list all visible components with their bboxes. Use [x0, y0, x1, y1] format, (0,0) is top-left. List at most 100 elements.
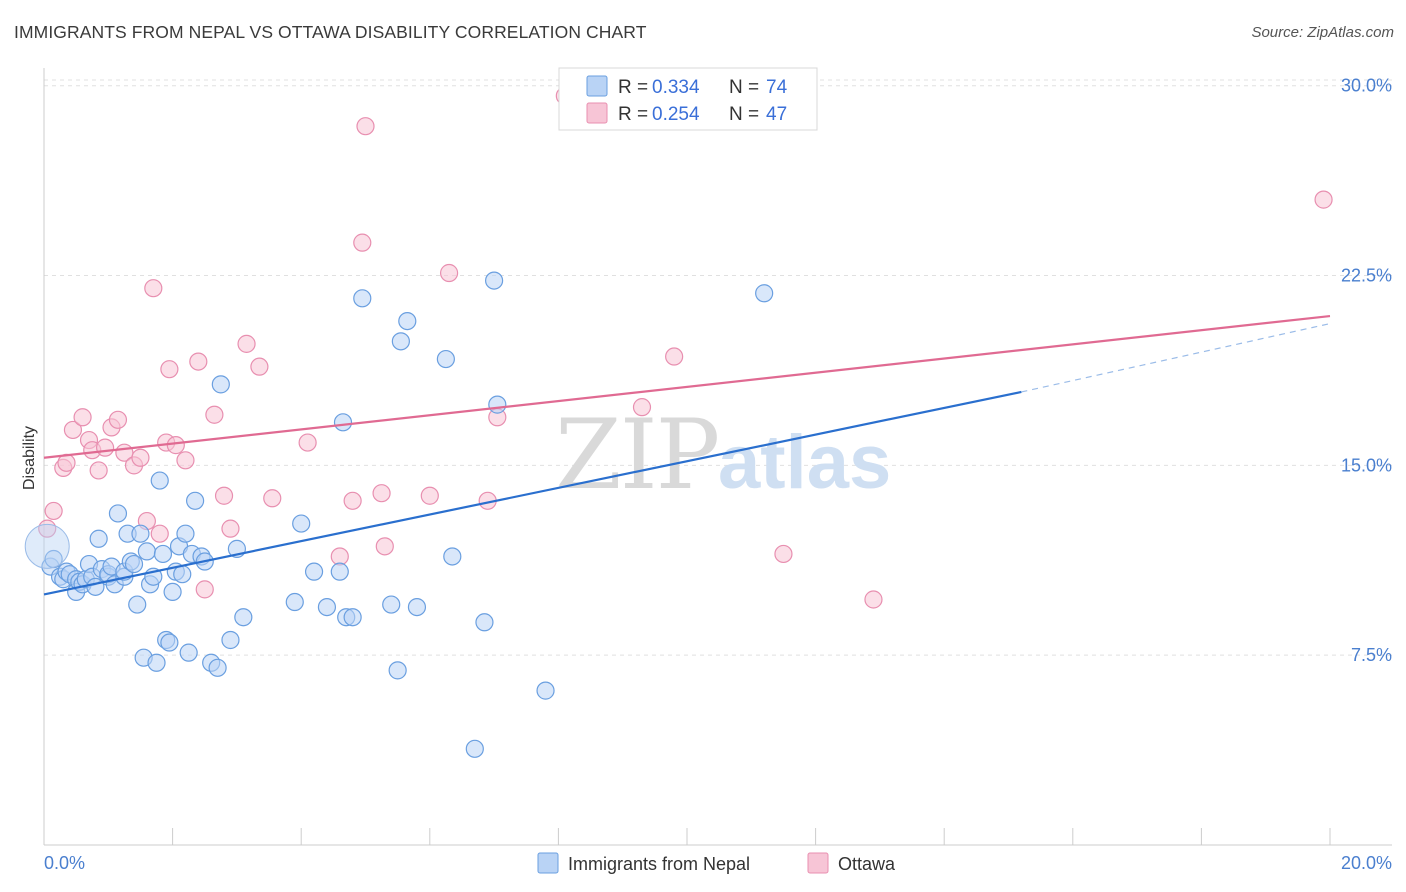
legend-swatch-blue: [586, 75, 608, 97]
x-tick-label-min: 0.0%: [44, 853, 85, 873]
watermark-atlas: atlas: [718, 420, 891, 505]
ottawa-point: [665, 347, 684, 366]
watermark: ZIP atlas: [555, 399, 891, 511]
nepal-point: [436, 349, 455, 369]
bottom-legend-swatch-pink: [807, 852, 829, 874]
nepal-point: [475, 613, 494, 632]
ottawa-point: [1314, 190, 1333, 209]
chart-source: Source: ZipAtlas.com: [1251, 24, 1394, 41]
ottawa-point: [250, 357, 269, 376]
ottawa-point: [221, 519, 240, 538]
ottawa-point: [108, 410, 128, 429]
ottawa-point: [189, 352, 208, 371]
grid-lines: [44, 79, 1392, 656]
nepal-point: [304, 562, 324, 581]
bottom-legend: Immigrants from Nepal Ottawa: [537, 852, 896, 874]
nepal-point: [382, 595, 401, 614]
ottawa-point: [864, 590, 883, 609]
y-tick-label: 30.0%: [1341, 76, 1392, 96]
nepal-point: [333, 413, 353, 432]
nepal-point: [160, 633, 179, 652]
ottawa-point: [205, 405, 224, 424]
nepal-point: [353, 289, 372, 308]
nepal-point: [330, 562, 349, 581]
nepal-point: [536, 681, 555, 700]
nepal-point: [176, 524, 195, 543]
ottawa-point: [131, 448, 150, 467]
x-ticks: [43, 828, 1331, 845]
nepal-trend-line: [43, 390, 1022, 596]
ottawa-point: [356, 117, 375, 136]
nepal-point: [407, 597, 427, 617]
ottawa-point: [176, 451, 195, 470]
nepal-point: [221, 630, 240, 650]
ottawa-trend-line: [43, 314, 1331, 459]
bottom-legend-swatch-blue: [537, 852, 559, 874]
legend-n-label-2: N =: [729, 104, 759, 125]
ottawa-point: [774, 544, 793, 564]
nepal-point: [398, 311, 417, 331]
nepal-point: [485, 271, 504, 290]
ottawa-point: [353, 233, 372, 252]
ottawa-point: [150, 524, 169, 543]
nepal-point: [488, 395, 507, 414]
nepal-point: [391, 332, 410, 351]
watermark-zip: ZIP: [555, 399, 718, 511]
ottawa-point: [632, 398, 652, 417]
y-axis-title: Disability: [21, 426, 38, 490]
ottawa-point: [237, 334, 256, 353]
nepal-points: [24, 271, 774, 758]
ottawa-point: [298, 433, 317, 452]
nepal-point: [128, 595, 147, 614]
nepal-point: [131, 524, 150, 543]
ottawa-point: [73, 408, 92, 427]
ottawa-point: [343, 491, 362, 510]
trend-lines: [43, 314, 1331, 596]
nepal-point: [234, 608, 253, 627]
ottawa-point: [63, 420, 83, 440]
y-tick-labels: 7.5% 15.0% 22.5% 30.0%: [1341, 76, 1392, 665]
nepal-point: [150, 471, 169, 490]
nepal-point: [388, 661, 407, 680]
chart-title: IMMIGRANTS FROM NEPAL VS OTTAWA DISABILI…: [14, 22, 647, 42]
legend-r-label-1: R =: [618, 77, 648, 98]
nepal-point: [317, 597, 337, 617]
y-tick-label: 7.5%: [1351, 645, 1392, 665]
legend-n-value-2: 47: [766, 104, 787, 125]
ottawa-point: [439, 263, 459, 283]
nepal-point: [163, 582, 182, 602]
ottawa-point: [44, 501, 63, 521]
bottom-legend-label-nepal: Immigrants from Nepal: [568, 854, 750, 874]
ottawa-point: [160, 360, 179, 379]
nepal-point: [179, 643, 198, 662]
legend-n-value-1: 74: [766, 77, 788, 98]
ottawa-point: [166, 436, 185, 455]
ottawa-point: [195, 580, 214, 599]
nepal-point: [208, 658, 227, 677]
ottawa-point: [263, 489, 282, 508]
y-tick-label: 22.5%: [1341, 266, 1392, 286]
legend: R = 0.334 N = 74 R = 0.254 N = 47: [558, 67, 818, 131]
ottawa-point: [89, 461, 108, 480]
nepal-point: [108, 504, 128, 523]
ottawa-point: [420, 486, 439, 505]
nepal-point: [343, 608, 362, 627]
nepal-point: [173, 565, 192, 584]
nepal-point: [153, 544, 173, 564]
ottawa-point: [214, 486, 234, 505]
y-tick-label: 15.0%: [1341, 455, 1392, 475]
nepal-point: [211, 375, 230, 394]
ottawa-point: [95, 438, 115, 457]
nepal-point: [89, 529, 108, 548]
nepal-trend-extension: [1021, 323, 1331, 393]
ottawa-point: [375, 537, 394, 556]
ottawa-point: [372, 484, 391, 503]
legend-swatch-pink: [586, 102, 608, 124]
nepal-point: [124, 554, 144, 574]
nepal-point: [292, 514, 311, 533]
nepal-point: [755, 284, 774, 303]
ottawa-points: [38, 86, 1333, 609]
nepal-point: [137, 542, 156, 561]
x-tick-label-max: 20.0%: [1341, 853, 1392, 873]
legend-n-label-1: N =: [729, 77, 759, 98]
